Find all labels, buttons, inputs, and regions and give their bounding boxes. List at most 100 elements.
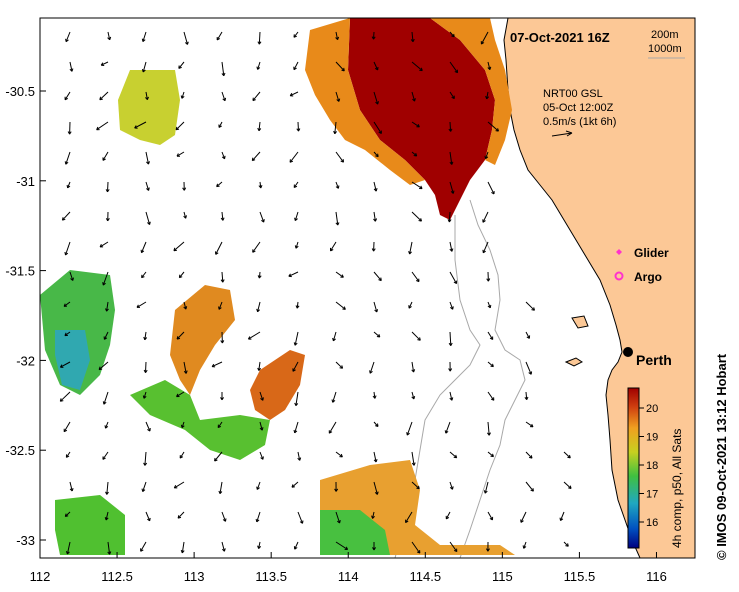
current-arrow-icon: [294, 331, 299, 346]
current-arrowhead: [444, 430, 449, 434]
current-arrow-icon: [449, 481, 453, 490]
current-arrowhead: [447, 219, 452, 223]
current-arrowhead: [299, 520, 304, 524]
current-arrow-icon: [525, 361, 532, 375]
current-arrowhead: [105, 491, 109, 495]
current-arrowhead: [176, 336, 181, 340]
current-arrowhead: [217, 424, 222, 429]
current-arrowhead: [61, 217, 66, 221]
current-arrow-icon: [216, 181, 223, 187]
current-arrow-icon: [449, 391, 453, 401]
current-arrow-icon: [99, 241, 109, 248]
current-arrowhead: [64, 251, 69, 256]
current-arrow-icon: [369, 361, 375, 374]
x-tick-label: 114.5: [410, 569, 442, 584]
colorbar-tick-label: 19: [646, 432, 658, 444]
current-arrowhead: [105, 189, 110, 193]
credit: © IMOS 09-Oct-2021 13:12 Hobart: [714, 353, 729, 560]
current-arrowhead: [372, 547, 377, 551]
current-arrowhead: [411, 462, 416, 466]
current-arrowhead: [147, 221, 151, 225]
current-arrow-icon: [291, 481, 299, 488]
current-arrow-icon: [405, 511, 413, 523]
current-arrow-icon: [217, 421, 223, 428]
current-arrow-icon: [145, 421, 151, 432]
current-arrow-icon: [103, 391, 109, 405]
current-arrow-icon: [487, 301, 491, 308]
current-arrowhead: [406, 432, 410, 436]
land-mass: [503, 17, 696, 559]
current-arrowhead: [184, 41, 189, 45]
current-arrow-icon: [102, 151, 109, 161]
current-arrowhead: [568, 485, 572, 489]
current-arrowhead: [103, 336, 108, 340]
current-arrow-icon: [136, 301, 147, 308]
current-arrow-icon: [335, 181, 339, 189]
current-arrowhead: [222, 97, 227, 102]
current-arrowhead: [371, 515, 375, 519]
current-arrow-icon: [563, 541, 569, 547]
y-tick-label: -31: [16, 174, 35, 189]
current-arrowhead: [490, 397, 495, 401]
current-arrowhead: [297, 457, 302, 461]
current-arrowhead: [375, 423, 379, 427]
y-tick-label: -30.5: [5, 84, 35, 99]
x-tick-label: 113.5: [255, 569, 287, 584]
current-arrowhead: [107, 551, 112, 555]
current-arrow-icon: [145, 511, 151, 521]
colorbar: [627, 387, 640, 549]
current-arrowhead: [59, 398, 64, 402]
current-arrowhead: [374, 66, 379, 71]
current-arrowhead: [449, 486, 454, 490]
current-arrow-icon: [525, 451, 533, 459]
current-arrow-icon: [106, 481, 109, 495]
current-arrowhead: [147, 428, 151, 432]
current-arrow-icon: [449, 451, 458, 459]
current-arrow-icon: [487, 451, 494, 457]
current-arrowhead: [339, 453, 343, 458]
current-arrow-icon: [59, 391, 71, 402]
current-arrow-icon: [218, 121, 223, 128]
current-arrowhead: [344, 546, 349, 550]
colorbar-label: 4h comp, p50, All Sats: [670, 429, 684, 548]
current-arrow-icon: [449, 181, 454, 194]
current-arrowhead: [142, 395, 147, 399]
current-arrow-icon: [257, 61, 261, 70]
current-arrowhead: [221, 155, 226, 160]
current-arrowhead: [342, 306, 346, 310]
current-arrow-icon: [258, 541, 261, 549]
current-arrowhead: [64, 161, 69, 165]
current-arrow-icon: [145, 181, 150, 191]
current-arrowhead: [487, 66, 492, 70]
current-arrowhead: [140, 249, 145, 254]
current-arrowhead: [453, 454, 458, 459]
current-arrow-icon: [60, 361, 71, 368]
current-arrowhead: [255, 518, 260, 523]
current-arrow-icon: [292, 361, 299, 372]
current-arrowhead: [331, 399, 336, 403]
current-arrow-icon: [216, 31, 223, 41]
current-arrowhead: [252, 249, 256, 253]
current-arrow-icon: [105, 421, 109, 429]
current-arrowhead: [176, 393, 180, 398]
current-arrowhead: [105, 218, 110, 222]
current-arrowhead: [453, 548, 458, 553]
current-arrowhead: [220, 279, 225, 283]
current-arrow-icon: [480, 31, 489, 45]
current-arrowhead: [293, 66, 297, 71]
current-arrowhead: [530, 488, 534, 492]
current-arrow-icon: [487, 121, 499, 132]
current-arrowhead: [332, 337, 336, 342]
current-arrowhead: [328, 430, 333, 434]
current-arrow-icon: [221, 511, 226, 522]
current-arrowhead: [216, 37, 221, 41]
current-arrow-icon: [256, 511, 261, 523]
current-arrow-icon: [258, 31, 261, 45]
current-arrowhead: [146, 161, 150, 165]
current-arrow-icon: [525, 391, 528, 400]
current-arrowhead: [183, 306, 188, 310]
current-arrow-icon: [335, 61, 345, 72]
current-arrow-icon: [65, 31, 71, 42]
current-arrow-icon: [411, 391, 415, 400]
current-arrowhead: [252, 97, 256, 102]
